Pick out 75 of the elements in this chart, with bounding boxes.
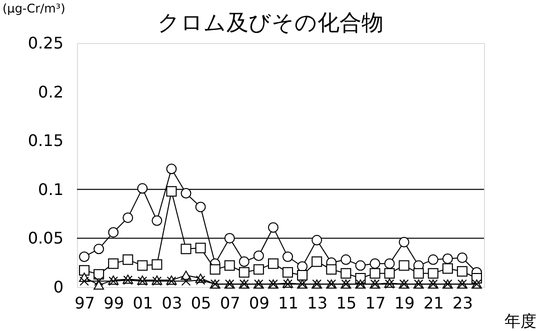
point [166, 164, 177, 174]
point [137, 260, 148, 271]
point [456, 252, 468, 263]
point [80, 276, 89, 286]
point [137, 183, 148, 194]
point [384, 258, 395, 269]
y-tick-label: 0.2 [38, 82, 64, 102]
x-tick-label: 03 [162, 294, 182, 312]
point [370, 268, 380, 279]
x-tick-label: 17 [365, 294, 386, 312]
chart-title: クロム及びその化合物 [158, 11, 384, 36]
point [224, 232, 235, 244]
point [180, 188, 192, 199]
point [166, 186, 177, 197]
point [282, 252, 294, 262]
point [355, 260, 366, 271]
point [253, 264, 264, 275]
point [180, 244, 192, 254]
point [442, 263, 453, 274]
point [210, 264, 220, 275]
point [268, 222, 278, 233]
point [94, 269, 104, 280]
point [428, 254, 438, 265]
point [238, 256, 250, 267]
point [253, 250, 264, 261]
point [224, 260, 235, 271]
x-tick-label: 09 [249, 294, 270, 312]
x-tick-label: 21 [423, 294, 444, 312]
x-tick-label: 01 [132, 294, 154, 312]
point [108, 258, 119, 269]
point [195, 202, 206, 212]
point [326, 264, 337, 275]
y-tick-label: 0.25 [28, 34, 64, 52]
point [108, 227, 119, 238]
point [268, 258, 278, 269]
y-tick-label: 0 [53, 278, 64, 296]
point [398, 236, 410, 248]
point [79, 252, 90, 262]
y-tick-label: 0.05 [28, 228, 64, 248]
x-tick-label: 15 [336, 294, 357, 312]
point [312, 234, 322, 246]
point [195, 242, 206, 254]
point [340, 268, 352, 279]
point [238, 267, 250, 278]
x-tick-label: 11 [278, 294, 298, 312]
point [181, 276, 191, 286]
point [152, 259, 162, 270]
y-tick-label: 0.1 [38, 180, 64, 199]
x-tick-label: 05 [190, 294, 212, 312]
point [122, 254, 134, 265]
point [94, 276, 104, 286]
x-tick-label: 07 [220, 294, 240, 312]
x-tick-label: 99 [104, 294, 124, 312]
point [442, 253, 453, 264]
point [282, 267, 294, 278]
point [340, 254, 352, 265]
point [384, 268, 395, 279]
x-tick-label: 13 [307, 294, 328, 312]
point [398, 260, 410, 271]
point [152, 215, 162, 226]
x-axis-title: 年度 [504, 312, 536, 330]
point [122, 212, 134, 223]
point [456, 266, 468, 277]
point [297, 270, 308, 281]
point [413, 268, 424, 279]
point [312, 256, 322, 267]
x-tick-label: 19 [394, 294, 415, 312]
point [79, 265, 90, 276]
x-tick-label: 23 [452, 294, 473, 312]
point [94, 244, 104, 254]
point [370, 258, 380, 269]
y-tick-label: 0.15 [28, 131, 64, 150]
x-tick-label: 97 [74, 294, 95, 312]
point [428, 268, 438, 279]
y-axis-title: (μg-Cr/m³) [2, 2, 66, 16]
